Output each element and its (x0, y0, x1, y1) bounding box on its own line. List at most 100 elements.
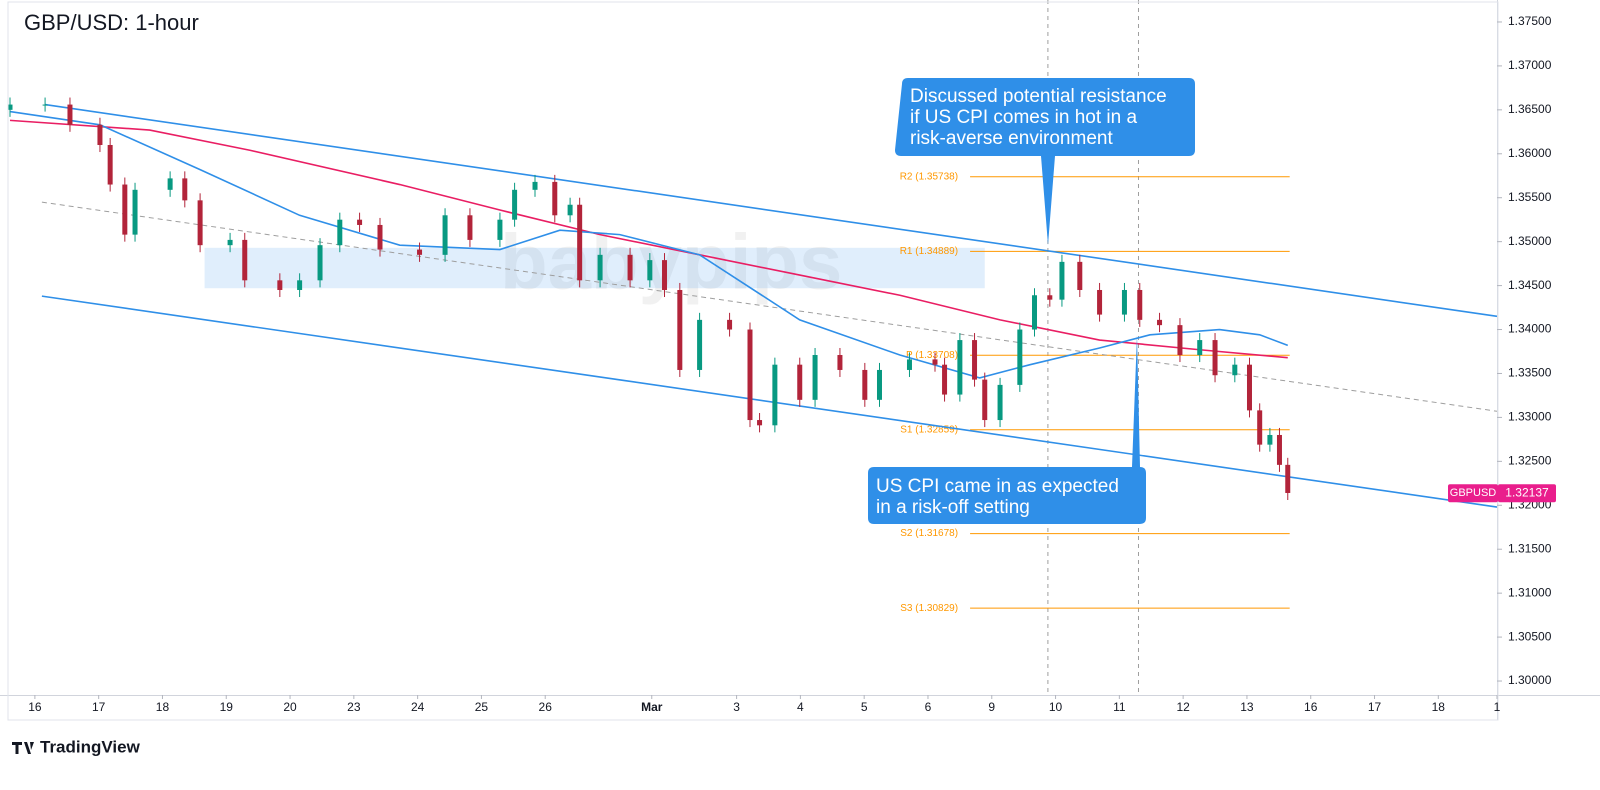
candle-body (727, 319, 733, 330)
candle-body (1097, 289, 1103, 315)
candle-body (317, 245, 323, 281)
y-tick-label: 1.30500 (1508, 629, 1552, 643)
candle-body (197, 200, 203, 246)
candle-body (532, 181, 538, 190)
candle-body (7, 104, 13, 110)
candle-body (1232, 364, 1238, 376)
x-tick-label: 3 (733, 700, 740, 714)
x-tick-label: 10 (1049, 700, 1063, 714)
last-price-tag (1498, 484, 1556, 503)
candle-body (297, 280, 303, 290)
candle-body (512, 189, 518, 220)
candle-body (997, 384, 1003, 421)
candle-body (876, 369, 882, 400)
pivot-label: S2 (1.31678) (900, 528, 958, 539)
x-tick-label: 16 (1304, 700, 1318, 714)
annotation-text: US CPI came in as expected (876, 476, 1119, 497)
x-tick-label: 17 (92, 700, 106, 714)
x-tick-label: 20 (283, 700, 297, 714)
x-tick-label: 16 (28, 700, 42, 714)
y-tick-label: 1.35500 (1508, 190, 1552, 204)
candle-body (1177, 325, 1183, 356)
annotation-text: if US CPI comes in hot in a (910, 107, 1137, 128)
annotation: Discussed potential resistance if US CPI… (895, 78, 1195, 245)
candle-body (942, 364, 948, 395)
candle-body (1017, 329, 1023, 385)
y-tick-label: 1.33500 (1508, 366, 1552, 380)
x-tick-label: 23 (347, 700, 361, 714)
candle-body (1157, 319, 1163, 326)
candle-body (957, 340, 963, 395)
x-tick-label: 18 (156, 700, 170, 714)
candle-body (182, 178, 188, 201)
y-tick-label: 1.36500 (1508, 102, 1552, 116)
annotation: US CPI came in as expected in a risk-off… (868, 335, 1146, 524)
candle-body (1121, 289, 1127, 315)
candle-body (417, 249, 423, 255)
x-tick-label: 4 (797, 700, 804, 714)
candle-body (1059, 261, 1065, 300)
candle-body (797, 364, 803, 400)
candle-body (697, 319, 703, 370)
candle-body (647, 260, 653, 281)
frame (7, 1, 1499, 721)
y-tick-label: 1.37500 (1508, 14, 1552, 28)
pivot-label: R2 (1.35738) (900, 171, 958, 182)
candle-body (1137, 289, 1143, 320)
candle-body (677, 289, 683, 370)
pivot-label: P (1.33708) (906, 350, 958, 361)
chart-title: GBP/USD: 1-hour (24, 10, 199, 35)
last-price-tag (1448, 484, 1498, 503)
x-tick-label: Mar (641, 700, 663, 714)
candle-body (277, 280, 283, 290)
x-tick-label: 19 (220, 700, 234, 714)
x-tick-label: 12 (1176, 700, 1190, 714)
pivot-label: R1 (1.34889) (900, 246, 958, 257)
x-tick-label: 24 (411, 700, 425, 714)
candle-body (467, 215, 473, 240)
candle-body (442, 215, 448, 255)
trendline (41, 201, 1498, 412)
x-tick-label: 9 (988, 700, 995, 714)
trendline (41, 295, 1498, 508)
candle-body (972, 340, 978, 380)
candle-body (837, 355, 843, 370)
candle-body (577, 204, 583, 281)
candle-body (1197, 340, 1203, 356)
plot-area: babypips R2 (1.35738) R1 (1.34889) P (1.337… (7, 0, 1498, 695)
annotation-text: risk-averse environment (910, 128, 1113, 149)
candle-body (662, 260, 668, 290)
watermark: babypips (500, 218, 842, 306)
candle-body (757, 420, 763, 426)
candle-body (982, 379, 988, 421)
candle-body (497, 219, 503, 240)
x-tick-label: 18 (1432, 700, 1446, 714)
annotation-text: in a risk-off setting (876, 497, 1030, 518)
candle-body (337, 219, 343, 246)
annotation-text: Discussed potential resistance (910, 86, 1167, 107)
y-tick-label: 1.34000 (1508, 322, 1552, 336)
candle-body (552, 181, 558, 216)
x-tick-label: 25 (475, 700, 489, 714)
candle-body (747, 329, 753, 421)
candle-body (132, 189, 138, 235)
candle-body (597, 254, 603, 281)
candle-body (906, 359, 912, 370)
y-tick-label: 1.35000 (1508, 234, 1552, 248)
last-price-symbol: GBPUSD (1450, 487, 1497, 499)
brand-logo (12, 742, 34, 754)
annotation-box (895, 78, 1195, 245)
candle-body (567, 204, 573, 216)
brand: TradingView (12, 737, 141, 756)
candle-body (1047, 295, 1053, 300)
candle-body (107, 144, 113, 185)
candle-body (1246, 364, 1252, 411)
candle-body (812, 355, 818, 400)
annotation-box (868, 335, 1146, 524)
candle-body (1077, 261, 1083, 290)
candle-body (227, 239, 233, 246)
candle-body (167, 178, 173, 190)
candle-body (627, 254, 633, 281)
